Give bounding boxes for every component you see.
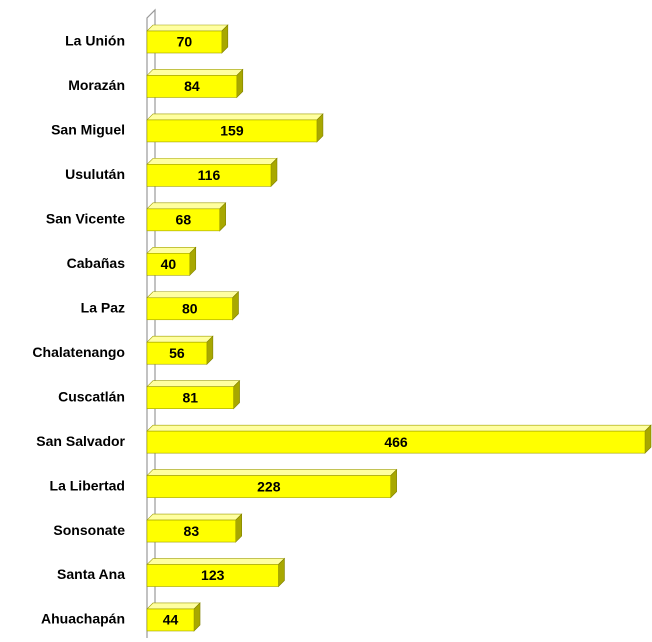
bar-top: [146, 469, 398, 476]
bar: [146, 519, 236, 543]
bar-top: [146, 113, 324, 121]
axis-wall: [146, 8, 156, 638]
value-label: 159: [220, 123, 244, 139]
bar: [146, 564, 279, 587]
category-label: San Miguel: [51, 122, 125, 138]
bar: [146, 430, 646, 454]
bar-top: [146, 558, 286, 565]
category-label: Morazán: [68, 77, 125, 93]
bar-top: [146, 247, 197, 254]
value-label: 44: [163, 612, 179, 628]
category-label: Santa Ana: [57, 566, 125, 582]
bar: [146, 297, 233, 321]
bar: [146, 208, 220, 232]
value-label: 56: [169, 345, 185, 361]
category-label: Chalatenango: [32, 344, 125, 360]
category-label: San Vicente: [46, 211, 125, 227]
category-label: Usulután: [65, 166, 125, 182]
bar-top: [146, 69, 244, 76]
value-label: 84: [184, 78, 200, 94]
bar-top: [146, 380, 241, 387]
value-label: 123: [201, 567, 225, 583]
bar-top: [146, 424, 652, 432]
bar: [146, 30, 223, 54]
value-label: 116: [198, 167, 221, 183]
category-label: Sonsonate: [53, 522, 125, 538]
bar-top: [146, 335, 214, 343]
bar-top: [146, 158, 278, 165]
value-label: 70: [177, 34, 193, 50]
value-label: 466: [384, 434, 408, 450]
bar-top: [146, 291, 240, 299]
bar: [146, 119, 318, 143]
category-label: Ahuachapán: [41, 611, 125, 627]
category-label: Cabañas: [67, 255, 126, 271]
bar: [146, 386, 234, 409]
category-label: La Libertad: [50, 477, 125, 493]
bar: [146, 341, 208, 365]
value-label: 80: [182, 300, 198, 316]
bar: [146, 475, 391, 498]
bar: [146, 608, 195, 632]
bar-top: [146, 24, 229, 32]
bar-top: [146, 513, 243, 521]
bar-top: [146, 202, 227, 210]
bar: [146, 253, 191, 276]
value-label: 40: [161, 256, 177, 272]
bar: [146, 75, 238, 98]
category-label: La Paz: [81, 299, 125, 315]
value-label: 68: [176, 212, 192, 228]
category-label: Cuscatlán: [58, 388, 125, 404]
category-label: La Unión: [65, 33, 125, 49]
value-label: 228: [257, 478, 281, 494]
bar-top: [146, 602, 201, 610]
category-label: San Salvador: [36, 433, 125, 449]
bar: [146, 164, 272, 187]
value-label: 81: [182, 389, 198, 405]
value-label: 83: [184, 523, 200, 539]
